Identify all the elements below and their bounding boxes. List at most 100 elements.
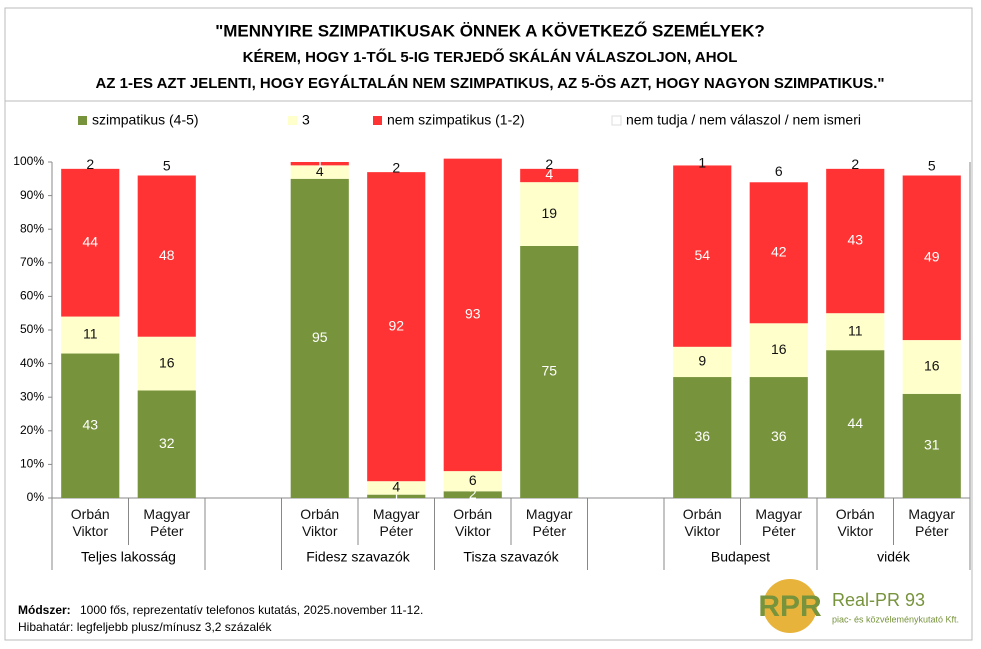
x-tick-label: Orbán Viktor — [453, 506, 493, 539]
y-tick-label: 70% — [20, 255, 44, 269]
logo-tagline: piac- és közvéleménykutató Kft. — [832, 614, 959, 624]
data-label: 4 — [316, 163, 324, 179]
bar-segment — [61, 353, 120, 498]
data-label: 54 — [694, 247, 710, 263]
bar-segment — [443, 158, 502, 472]
logo-mark: RPR — [758, 590, 822, 623]
bar-segment — [826, 162, 885, 169]
bar-segment — [520, 162, 579, 169]
bar-segment — [673, 346, 732, 378]
bar-segment — [443, 491, 502, 498]
chart-title: "MENNYIRE SZIMPATIKUSAK ÖNNEK A KÖVETKEZ… — [215, 21, 765, 40]
legend-swatch — [611, 115, 622, 126]
y-tick-label: 80% — [20, 221, 44, 235]
data-label: 36 — [694, 428, 710, 444]
bar-segment — [137, 390, 196, 498]
bar-segment — [673, 165, 732, 347]
data-label: 5 — [928, 158, 936, 174]
x-tick-label: Magyar Péter — [143, 506, 191, 539]
bar-segment — [673, 377, 732, 498]
y-tick-label: 30% — [20, 389, 44, 403]
legend-label: szimpatikus (4-5) — [92, 112, 199, 128]
bar-segment — [749, 182, 808, 324]
x-tick-label: Magyar Péter — [372, 506, 420, 539]
bar-segment — [826, 313, 885, 351]
bar-segment — [749, 162, 808, 183]
logo: RPR Real-PR 93 piac- és közvéleménykutat… — [758, 579, 959, 633]
data-label: 16 — [159, 354, 175, 370]
bar-segment — [367, 494, 426, 498]
data-label: 4 — [545, 166, 553, 182]
logo-name: Real-PR 93 — [832, 590, 925, 610]
legend-label: nem tudja / nem válaszol / nem ismeri — [626, 112, 861, 128]
y-tick-label: 90% — [20, 188, 44, 202]
bar-segment — [443, 471, 502, 492]
bar-segment — [290, 162, 349, 166]
bar-segment — [673, 162, 732, 166]
data-label: 2 — [469, 485, 477, 501]
legend-swatch — [288, 116, 297, 125]
bar-segment — [367, 165, 426, 173]
data-label: 19 — [541, 205, 557, 221]
bar-segment — [367, 172, 426, 482]
chart-subtitle: KÉREM, HOGY 1-TŐL 5-IG TERJEDŐ SKÁLÁN VÁ… — [243, 48, 738, 66]
x-tick-label: Orbán Viktor — [300, 506, 340, 539]
bar-segment — [902, 393, 961, 498]
y-tick-label: 0% — [27, 490, 45, 504]
data-label: 2 — [545, 156, 553, 172]
y-tick-label: 40% — [20, 356, 44, 370]
bar-segment — [520, 182, 579, 246]
bar-segment — [749, 377, 808, 498]
data-label: 43 — [847, 232, 863, 248]
x-tick-label: Orbán Viktor — [682, 506, 722, 539]
legend-label: nem szimpatikus (1-2) — [387, 112, 525, 128]
data-label: 44 — [847, 415, 863, 431]
data-label: 11 — [848, 322, 863, 338]
x-tick-label: Orbán Viktor — [70, 506, 110, 539]
y-tick-label: 10% — [20, 457, 44, 471]
bar-segment — [902, 175, 961, 341]
data-label: 1 — [392, 487, 400, 503]
bar-segment — [902, 158, 961, 176]
bar-segment — [61, 168, 120, 317]
legend-swatch — [78, 116, 87, 125]
data-label: 2 — [392, 159, 400, 175]
error-note: Hibahatár: legfeljebb plusz/mínusz 3,2 s… — [18, 620, 272, 634]
bar-segment — [749, 323, 808, 378]
bar-segment — [367, 481, 426, 495]
group-label: Tisza szavazók — [463, 549, 559, 565]
data-label: 11 — [83, 326, 98, 342]
data-label: 95 — [312, 329, 328, 345]
data-label: 92 — [388, 317, 404, 333]
data-label: 75 — [541, 363, 557, 379]
x-tick-label: Magyar Péter — [755, 506, 803, 539]
data-label: 16 — [771, 341, 787, 357]
data-label: 4 — [392, 479, 400, 495]
bar-segment — [137, 175, 196, 337]
y-tick-label: 50% — [20, 322, 44, 336]
x-tick-label: Magyar Péter — [908, 506, 956, 539]
y-tick-label: 20% — [20, 423, 44, 437]
y-tick-label: 60% — [20, 289, 44, 303]
data-label: 6 — [469, 472, 477, 488]
data-label: 42 — [771, 243, 787, 259]
data-label: 32 — [159, 435, 175, 451]
bar-segment — [826, 350, 885, 498]
data-label: 31 — [924, 437, 940, 453]
bar-segment — [290, 165, 349, 179]
x-tick-label: Magyar Péter — [525, 506, 573, 539]
group-label: Budapest — [711, 549, 770, 565]
data-label: 1 — [698, 154, 706, 170]
data-label: 5 — [163, 158, 171, 174]
method-text: 1000 fős, reprezentatív telefonos kutatá… — [80, 603, 423, 617]
bar-segment — [61, 162, 120, 169]
bar-segment — [520, 168, 579, 183]
legend-label: 3 — [302, 112, 310, 128]
group-label: vidék — [877, 549, 911, 565]
x-tick-label: Orbán Viktor — [835, 506, 875, 539]
method-label: Módszer: — [18, 603, 71, 617]
bar-segment — [826, 168, 885, 314]
bar-segment — [902, 340, 961, 394]
